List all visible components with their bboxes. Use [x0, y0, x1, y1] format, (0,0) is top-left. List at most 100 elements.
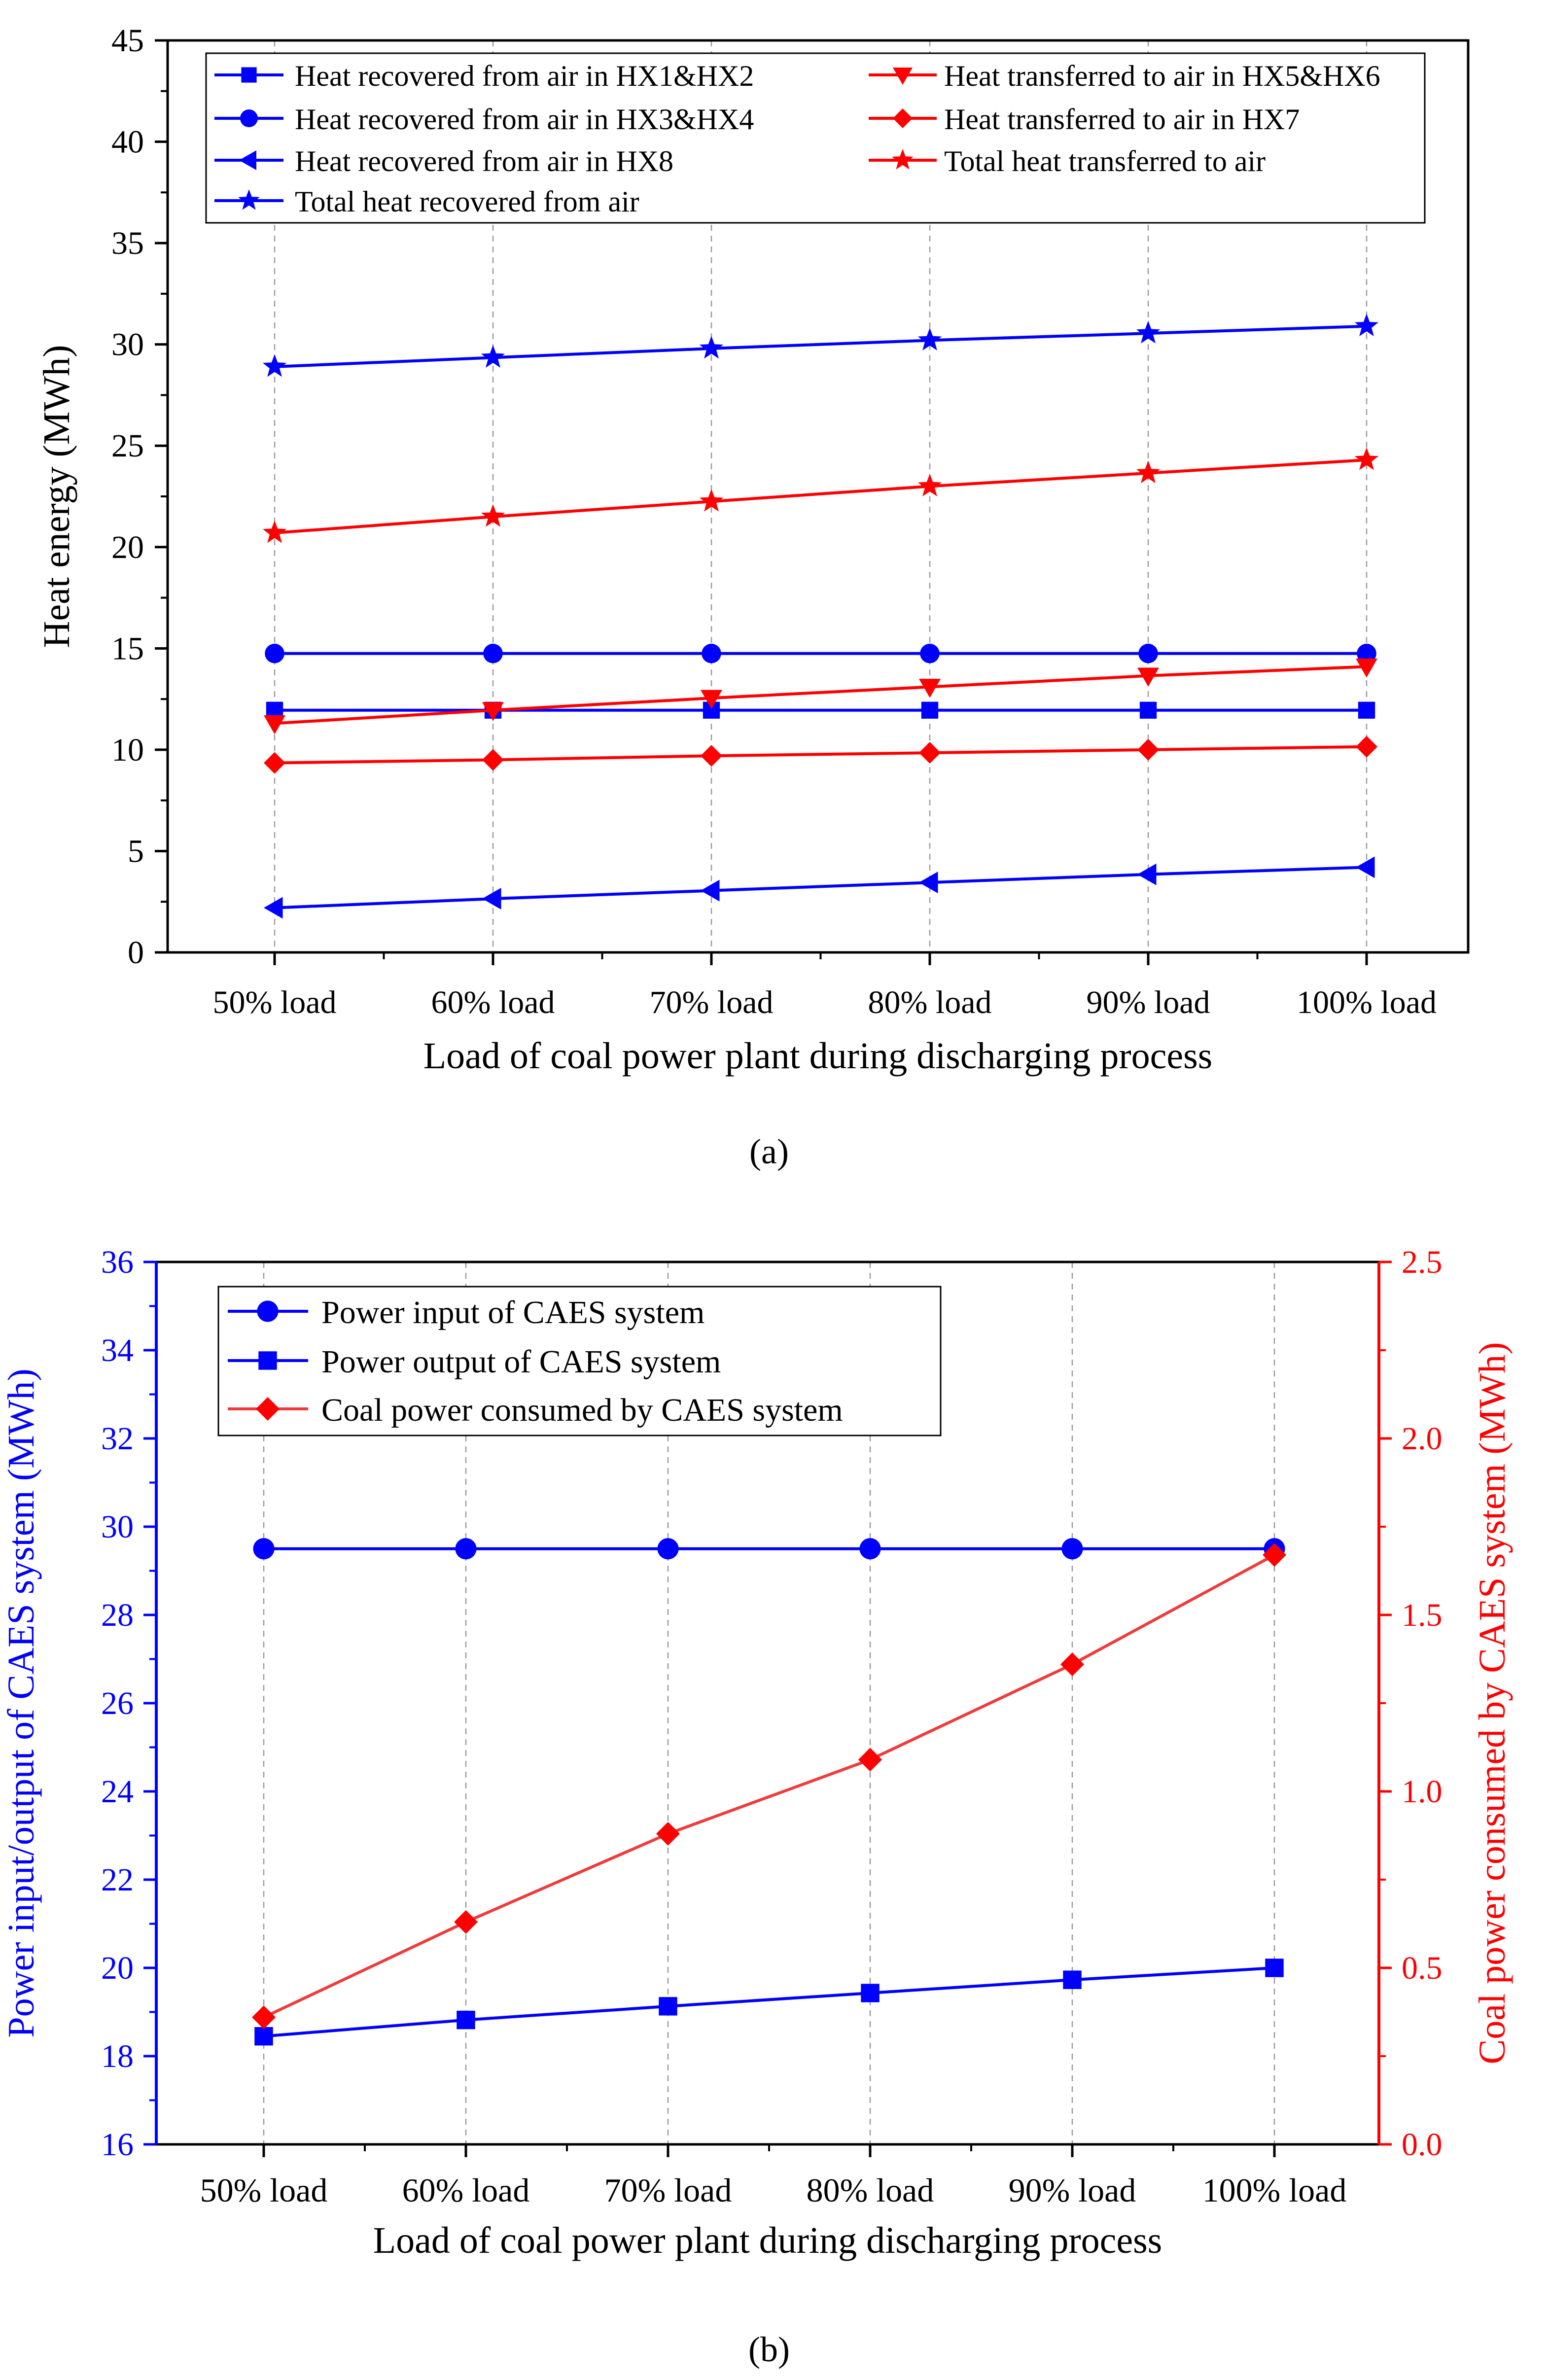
chart-a-data-point [481, 504, 505, 527]
chart-a-data-point [699, 336, 724, 359]
chart-a-x-tick-label: 80% load [868, 984, 991, 1020]
chart-b-data-point [1263, 1543, 1286, 1567]
chart-a-legend: Heat recovered from air in HX1&HX2 Heat r… [205, 52, 1426, 224]
chart-a-series-line [264, 735, 1377, 774]
chart-a-data-point [262, 354, 287, 377]
chart-a-panel-label: (a) [749, 1132, 789, 1171]
chart-a-series [262, 314, 1379, 919]
chart-b-y2-tick-label: 0.0 [1402, 2127, 1443, 2163]
chart-a-data-point [482, 749, 504, 771]
chart-a-series-line [264, 856, 1375, 919]
chart-a-y-tick-label: 25 [111, 428, 144, 464]
chart-b-x-tick-label: 60% load [402, 2171, 530, 2209]
chart-a-y-tick-label: 30 [111, 327, 144, 363]
chart-b-x-tick-label: 70% load [604, 2171, 732, 2209]
chart-a-data-point [262, 520, 287, 543]
chart-b-legend-marker [256, 1397, 280, 1421]
chart-a-data-point [1139, 701, 1157, 719]
chart-a-x-tick-label: 70% load [649, 984, 773, 1020]
chart-a: 0 5 10 15 20 25 30 35 40 45 50% load 60% load 70% l… [36, 23, 1470, 1171]
chart-a-data-point [1137, 667, 1159, 687]
chart-a-legend-marker [241, 67, 257, 83]
chart-a-y-tick-label: 45 [111, 23, 144, 59]
chart-a-legend-box [205, 52, 1426, 224]
chart-a-legend-marker [892, 149, 914, 170]
chart-a-y-tick-label: 0 [128, 935, 144, 971]
chart-a-line [274, 324, 1367, 368]
chart-b-legend-label: Power output of CAES system [321, 1344, 721, 1380]
chart-b-legend-marker [257, 1300, 279, 1322]
chart-b-y-tick-label: 22 [101, 1862, 134, 1898]
chart-b-series-line [252, 1543, 1286, 2030]
chart-a-data-point [1356, 735, 1377, 758]
chart-b-y-axis-title: Power input/output of CAES system (MWh) [0, 1368, 42, 2037]
chart-b-y-tick-label: 32 [101, 1421, 134, 1457]
chart-b-x-axis: 50% load 60% load 70% load 80% load 90% load… [200, 2144, 1346, 2209]
chart-a-legend-label: Total heat recovered from air [295, 185, 639, 218]
chart-b-data-point [1061, 1538, 1083, 1560]
chart-b-y-tick-label: 20 [101, 1950, 134, 1986]
chart-b-x-tick-label: 90% load [1009, 2171, 1136, 2209]
chart-a-line [274, 458, 1367, 534]
chart-b-legend-label: Coal power consumed by CAES system [321, 1392, 843, 1428]
chart-a-data-point [702, 643, 721, 664]
chart-a-data-point [483, 643, 503, 664]
chart-a-data-point [699, 489, 724, 512]
chart-a-data-point [482, 888, 501, 910]
chart-a-data-point [264, 752, 285, 774]
chart-b-data-point [457, 2010, 475, 2030]
chart-a-y-axis: 0 5 10 15 20 25 30 35 40 45 [111, 23, 168, 971]
chart-b-data-point [1060, 1652, 1084, 1677]
chart-b-y-tick-label: 28 [101, 1597, 134, 1633]
chart-b-data-point [859, 1538, 881, 1560]
chart-a-data-point [701, 690, 722, 709]
chart-a-series-line [264, 658, 1377, 735]
chart-a-line [274, 665, 1367, 725]
chart-a-legend-label: Heat transferred to air in HX7 [944, 103, 1300, 136]
chart-b-legend-label: Power input of CAES system [321, 1295, 704, 1330]
chart-b-y-tick-label: 36 [101, 1244, 134, 1280]
chart-b-y2-tick-label: 2.5 [1402, 1244, 1443, 1280]
chart-b-y-tick-label: 16 [101, 2127, 134, 2163]
chart-a-data-point [264, 715, 285, 735]
chart-a-y-axis-title: Heat energy (MWh) [36, 345, 77, 648]
chart-b-panel-label: (b) [748, 2330, 790, 2369]
chart-b-data-point [657, 1538, 679, 1560]
chart-a-data-point [701, 879, 720, 902]
chart-b-y2-tick-label: 0.5 [1402, 1950, 1443, 1986]
chart-a-data-point [1138, 643, 1158, 664]
chart-a-data-point [1354, 314, 1379, 337]
chart-a-x-tick-label: 60% load [431, 984, 555, 1020]
chart-a-data-point [701, 745, 722, 767]
chart-b-data-point [861, 1984, 880, 2002]
chart-a-x-tick-label: 100% load [1297, 984, 1437, 1020]
chart-b-data-point [254, 2027, 273, 2046]
chart-b-right-y-axis: 0.0 0.5 1.0 1.5 2.0 2.5 [1379, 1244, 1443, 2163]
chart-b-data-point [253, 1538, 275, 1560]
chart-a-data-point [1356, 658, 1377, 678]
chart-b-y2-tick-label: 2.0 [1402, 1421, 1443, 1457]
chart-a-data-point [481, 345, 505, 368]
chart-a-data-point [921, 701, 939, 719]
chart-a-data-point [1136, 320, 1161, 344]
chart-b-legend: Power input of CAES system Power output o… [217, 1286, 942, 1436]
chart-a-legend-marker [240, 109, 258, 127]
chart-a-data-point [1137, 863, 1157, 885]
chart-a-series-line [262, 447, 1379, 543]
chart-b-x-tick-label: 50% load [200, 2171, 328, 2209]
chart-a-legend-label: Heat recovered from air in HX8 [295, 145, 673, 177]
chart-b-y2-tick-label: 1.5 [1402, 1597, 1443, 1633]
chart-a-legend-marker [893, 68, 913, 85]
chart-a-y-tick-label: 10 [111, 732, 144, 768]
chart-a-data-point [264, 897, 283, 919]
chart-a-y-tick-label: 5 [128, 833, 144, 869]
chart-b-y-tick-label: 18 [101, 2038, 134, 2074]
chart-b-data-point [454, 1910, 478, 1934]
chart-a-data-point [920, 643, 940, 664]
chart-a-data-point [919, 872, 938, 894]
chart-b-x-axis-title: Load of coal power plant during discharg… [373, 2220, 1162, 2261]
chart-b-data-point [1265, 1959, 1284, 1977]
chart-b-line [263, 1966, 1275, 2038]
chart-a-legend-marker [239, 150, 256, 170]
chart-b-series-line [254, 1959, 1284, 2046]
